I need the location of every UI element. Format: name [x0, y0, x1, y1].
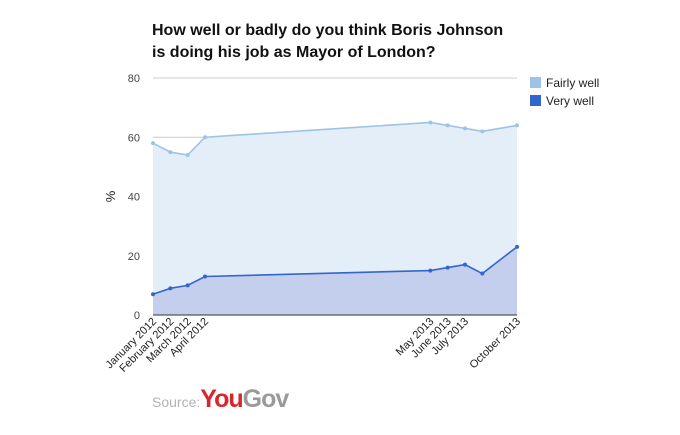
y-tick-label: 80	[128, 73, 140, 85]
data-point	[480, 271, 485, 276]
legend-label: Fairly well	[546, 76, 599, 90]
data-point	[203, 135, 207, 140]
data-point	[168, 150, 173, 155]
legend: Fairly well Very well	[530, 76, 599, 108]
data-point	[151, 292, 155, 297]
data-point	[185, 283, 190, 288]
source-credit: Source: YouGov	[152, 385, 290, 415]
yougov-logo-you: You	[200, 385, 243, 413]
area-fills	[153, 122, 517, 315]
data-point	[151, 141, 155, 146]
y-tick-label: 0	[134, 310, 140, 322]
data-point	[168, 286, 173, 291]
y-axis-label: %	[103, 190, 118, 202]
legend-swatch	[530, 77, 541, 88]
y-tick-label: 20	[128, 251, 140, 263]
data-point	[463, 262, 467, 267]
data-points	[151, 120, 519, 297]
data-point	[203, 274, 207, 279]
data-point	[445, 123, 450, 128]
legend-swatch	[530, 95, 541, 106]
yougov-logo-gov: Gov	[242, 385, 290, 413]
area-fill	[153, 122, 517, 315]
area-fill	[153, 246, 517, 315]
source-label: Source:	[152, 394, 201, 410]
data-point	[428, 268, 433, 273]
legend-label: Very well	[546, 94, 594, 108]
x-tick-label: October 2013	[468, 316, 524, 372]
data-point	[185, 153, 190, 158]
data-point	[480, 129, 485, 134]
data-point	[428, 120, 433, 125]
yougov-logo: YouGov	[200, 385, 290, 414]
y-tick-label: 60	[128, 132, 140, 144]
data-point	[515, 123, 519, 128]
data-point	[445, 265, 450, 270]
data-point	[463, 126, 467, 131]
data-point	[515, 244, 519, 249]
chart-title: How well or badly do you think Boris Joh…	[152, 20, 532, 64]
chart-title-line-2: is doing his job as Mayor of London?	[152, 44, 436, 61]
y-tick-label: 40	[128, 192, 140, 204]
chart-title-line-1: How well or badly do you think Boris Joh…	[152, 22, 504, 39]
